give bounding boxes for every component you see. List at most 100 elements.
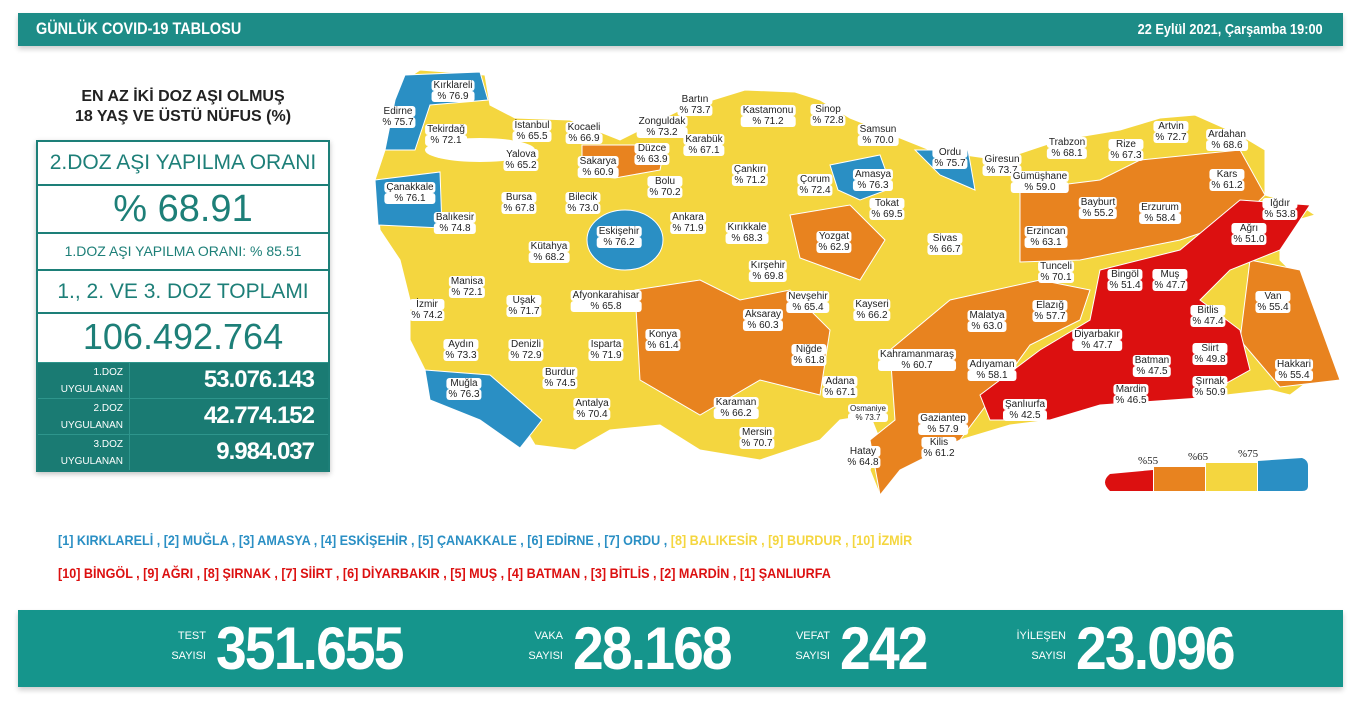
province-name: Nevşehir <box>786 291 830 302</box>
province-label: Kilis% 61.2 <box>921 437 957 459</box>
dose-row: 2.DOZ UYGULANAN 42.774.152 <box>38 398 328 434</box>
legend-label-55: %55 <box>1138 455 1159 467</box>
province-label: Siirt% 49.8 <box>1192 343 1228 365</box>
province-name: Konya <box>645 329 681 340</box>
total-label: 1., 2. VE 3. DOZ TOPLAMI <box>38 271 328 314</box>
province-label: Gaziantep% 57.9 <box>918 413 968 435</box>
dose-value: 53.076.143 <box>203 366 315 393</box>
province-label: Ardahan% 68.6 <box>1206 129 1248 151</box>
province-value: % 74.8 <box>433 223 477 234</box>
dose-label-sub: UYGULANAN <box>60 384 123 395</box>
province-label: Samsun% 70.0 <box>857 124 899 146</box>
province-label: Konya% 61.4 <box>645 329 681 351</box>
province-value: % 75.7 <box>380 117 416 128</box>
province-name: Adana <box>822 376 858 387</box>
province-value: % 71.2 <box>740 116 796 127</box>
province-value: % 63.9 <box>634 154 670 165</box>
legend-orange <box>1154 467 1205 491</box>
stat-label-sub: SAYISI <box>1031 650 1066 662</box>
province-name: Samsun <box>857 124 899 135</box>
province-value: % 69.8 <box>748 271 788 282</box>
province-value: % 66.7 <box>927 244 963 255</box>
province-label: Bitlis% 47.4 <box>1190 305 1226 327</box>
province-name: Bayburt <box>1078 197 1118 208</box>
header-bar: GÜNLÜK COVID-19 TABLOSU 22 Eylül 2021, Ç… <box>18 13 1343 46</box>
province-label: Tekirdağ% 72.1 <box>425 124 467 146</box>
province-value: % 76.2 <box>596 237 642 248</box>
province-value: % 73.3 <box>443 350 479 361</box>
province-label: Ağrı% 51.0 <box>1231 223 1267 245</box>
title-line-2: 18 YAŞ VE ÜSTÜ NÜFUS (%) <box>74 108 292 125</box>
province-value: % 62.9 <box>816 242 852 253</box>
province-name: Ordu <box>932 147 968 158</box>
province-value: % 73.7 <box>677 105 713 116</box>
province-name: Ardahan <box>1206 129 1248 140</box>
province-value: % 60.3 <box>742 320 784 331</box>
province-name: Mersin <box>739 427 775 438</box>
province-name: Afyonkarahisar <box>570 290 642 301</box>
report-date: 22 Eylül 2021, Çarşamba 19:00 <box>1138 21 1323 38</box>
province-value: % 70.7 <box>739 438 775 449</box>
province-value: % 72.7 <box>1153 132 1189 143</box>
province-value: % 57.7 <box>1032 311 1068 322</box>
province-name: Gümüşhane <box>1010 171 1070 182</box>
province-value: % 69.5 <box>869 209 905 220</box>
province-label: Hakkari% 55.4 <box>1275 359 1313 381</box>
province-label: Eskişehir% 76.2 <box>596 226 642 248</box>
province-label: Bartın% 73.7 <box>677 94 713 116</box>
province-value: % 71.2 <box>731 175 769 186</box>
province-label: Nevşehir% 65.4 <box>786 291 830 313</box>
province-name: Rize <box>1108 139 1144 150</box>
province-name: Antalya <box>573 398 611 409</box>
province-value: % 72.1 <box>448 287 486 298</box>
province-value: % 63.1 <box>1024 237 1068 248</box>
province-value: % 71.9 <box>588 350 624 361</box>
province-name: Aksaray <box>742 309 784 320</box>
province-value: % 55.4 <box>1275 370 1313 381</box>
province-value: % 68.3 <box>725 233 769 244</box>
top-ranking-blue: [1] KIRKLARELİ , [2] MUĞLA , [3] AMASYA … <box>58 532 668 548</box>
dose-label-sub: UYGULANAN <box>60 420 123 431</box>
province-name: Şanlıurfa <box>1002 399 1048 410</box>
province-label: Kahramanmaraş% 60.7 <box>878 349 956 371</box>
province-name: Artvin <box>1153 121 1189 132</box>
province-label: Mersin% 70.7 <box>739 427 775 449</box>
legend-blue <box>1258 458 1308 491</box>
legend-yellow <box>1206 463 1257 491</box>
province-value: % 74.5 <box>542 378 578 389</box>
province-name: Iğdır <box>1262 198 1298 209</box>
dose-row: 3.DOZ UYGULANAN 9.984.037 <box>38 434 328 470</box>
province-label: Aydın% 73.3 <box>443 339 479 361</box>
province-value: % 72.8 <box>810 115 846 126</box>
province-name: Düzce <box>634 143 670 154</box>
province-name: Muş <box>1152 269 1188 280</box>
province-name: Trabzon <box>1046 137 1088 148</box>
province-value: % 65.4 <box>786 302 830 313</box>
province-value: % 57.9 <box>918 424 968 435</box>
province-value: % 42.5 <box>1002 410 1048 421</box>
province-value: % 51.4 <box>1107 280 1143 291</box>
province-label: Kırıkkale% 68.3 <box>725 222 769 244</box>
province-label: Batman% 47.5 <box>1132 355 1172 377</box>
province-name: Ankara <box>670 212 706 223</box>
province-name: Karabük <box>683 134 725 145</box>
province-value: % 47.7 <box>1152 280 1188 291</box>
province-value: % 70.0 <box>857 135 899 146</box>
province-value: % 76.9 <box>431 91 475 102</box>
province-name: Ağrı <box>1231 223 1267 234</box>
province-name: Zonguldak <box>636 116 688 127</box>
legend-red <box>1105 470 1153 491</box>
dose-label: 1.DOZ <box>93 367 123 378</box>
dose1-rate: 1.DOZ AŞI YAPILMA ORANI: % 85.51 <box>38 234 328 271</box>
vaccine-panel: 2.DOZ AŞI YAPILMA ORANI % 68.91 1.DOZ AŞ… <box>36 140 330 472</box>
province-value: % 67.1 <box>683 145 725 156</box>
province-name: Bingöl <box>1107 269 1143 280</box>
province-label: Manisa% 72.1 <box>448 276 486 298</box>
title-line-1: EN AZ İKİ DOZ AŞI OLMUŞ <box>81 88 285 105</box>
province-value: % 61.2 <box>1209 180 1245 191</box>
province-name: Bilecik <box>565 192 601 203</box>
province-name: Yalova <box>503 149 539 160</box>
dose-row: 1.DOZ UYGULANAN 53.076.143 <box>38 362 328 398</box>
province-value: % 68.2 <box>528 252 570 263</box>
province-name: Kırşehir <box>748 260 788 271</box>
